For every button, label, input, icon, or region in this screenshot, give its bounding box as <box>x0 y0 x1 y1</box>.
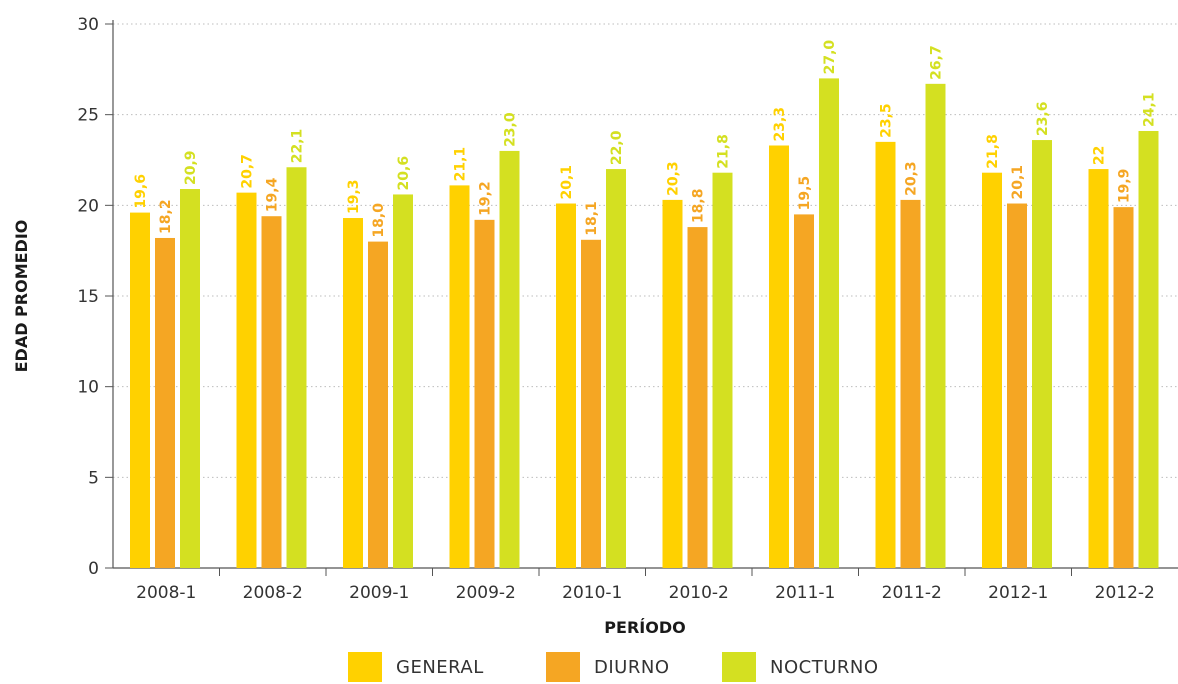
x-axis-title: PERÍODO <box>604 618 685 637</box>
data-label-general: 23,3 <box>772 107 788 142</box>
bar-general-2008-2 <box>236 192 257 568</box>
data-label-diurno: 19,2 <box>478 181 494 216</box>
bar-general-2010-2 <box>662 199 683 569</box>
data-label-diurno: 18,2 <box>158 199 174 234</box>
x-tick-label: 2012-1 <box>988 583 1048 603</box>
data-label-general: 21,1 <box>453 147 469 182</box>
data-label-diurno: 18,8 <box>691 189 707 224</box>
x-tick-label: 2010-2 <box>669 583 729 603</box>
bar-chart: 0 5 10 15 20 25 30 2008-1 2008-2 2009-1 2009-2 2010… <box>12 15 1178 637</box>
bar-diurno-2008-2 <box>261 216 282 569</box>
data-label-general: 20,3 <box>666 161 682 196</box>
data-label-general: 20,1 <box>559 165 575 200</box>
x-tick-label: 2009-1 <box>349 583 409 603</box>
bar-general-2009-2 <box>449 185 470 569</box>
data-label-general: 23,5 <box>879 103 895 138</box>
bar-general-2011-1 <box>769 145 789 568</box>
data-label-nocturno: 22,1 <box>290 129 306 164</box>
data-label-general: 19,6 <box>133 174 149 209</box>
bar-diurno-2008-1 <box>155 237 175 568</box>
x-tick-label: 2011-1 <box>775 583 835 603</box>
bar-nocturno-2010-2 <box>712 172 733 568</box>
y-tick-label: 30 <box>77 15 99 35</box>
data-label-diurno: 20,1 <box>1010 165 1026 200</box>
y-tick-label: 15 <box>77 287 99 307</box>
bar-general-2011-2 <box>875 141 896 568</box>
x-tick-label: 2009-2 <box>456 583 516 603</box>
y-axis-title: EDAD PROMEDIO <box>12 220 31 373</box>
bar-diurno-2009-1 <box>368 241 388 568</box>
bar-nocturno-2011-2 <box>925 83 946 568</box>
data-label-general: 19,3 <box>346 179 362 214</box>
data-label-general: 20,7 <box>240 154 256 189</box>
y-tick-label: 20 <box>77 196 99 216</box>
legend-item-general: GENERAL <box>348 650 484 684</box>
bar-general-2012-2 <box>1088 169 1109 569</box>
data-label-general: 22 <box>1092 146 1108 165</box>
bar-general-2009-1 <box>343 218 363 568</box>
bar-nocturno-2008-1 <box>180 189 200 568</box>
bar-nocturno-2010-1 <box>606 169 626 569</box>
x-tick-label: 2010-1 <box>562 583 622 603</box>
bar-nocturno-2009-2 <box>499 150 520 568</box>
legend-label-general: GENERAL <box>396 656 484 678</box>
bar-diurno-2010-2 <box>687 227 708 569</box>
bar-general-2008-1 <box>130 212 150 568</box>
data-label-nocturno: 20,9 <box>183 150 199 185</box>
legend-label-diurno: DIURNO <box>594 656 670 678</box>
bar-nocturno-2009-1 <box>393 194 413 568</box>
legend-item-nocturno: NOCTURNO <box>722 650 879 684</box>
data-label-diurno: 19,4 <box>265 177 281 212</box>
legend-item-diurno: DIURNO <box>546 650 669 684</box>
data-labels: 19,6 20,7 19,3 21,1 20,1 20,3 23,3 23,5 21,8 22 18… <box>133 40 1158 238</box>
bar-diurno-2011-2 <box>900 199 921 569</box>
data-label-nocturno: 23,6 <box>1035 102 1051 137</box>
x-tick-label: 2008-1 <box>136 583 196 603</box>
legend-swatch-general <box>348 652 382 682</box>
bar-diurno-2012-2 <box>1113 207 1134 568</box>
data-label-nocturno: 20,6 <box>396 156 412 191</box>
data-label-diurno: 20,3 <box>904 161 920 196</box>
data-label-general: 21,8 <box>985 134 1001 169</box>
data-label-nocturno: 23,0 <box>503 112 519 147</box>
y-tick-label: 10 <box>77 378 99 398</box>
x-tick-label: 2011-2 <box>882 583 942 603</box>
data-label-diurno: 19,5 <box>797 176 813 211</box>
y-tick-label: 0 <box>88 559 99 579</box>
bar-diurno-2011-1 <box>794 214 814 568</box>
data-label-nocturno: 27,0 <box>822 40 838 75</box>
data-label-nocturno: 21,8 <box>716 134 732 169</box>
data-label-diurno: 18,1 <box>584 201 600 236</box>
bar-diurno-2010-1 <box>581 239 601 568</box>
bars <box>130 78 1159 569</box>
x-tick-label: 2008-2 <box>243 583 303 603</box>
data-label-nocturno: 22,0 <box>609 130 625 165</box>
bar-general-2010-1 <box>556 203 576 568</box>
legend: GENERAL DIURNO NOCTURNO <box>0 650 1178 684</box>
bar-general-2012-1 <box>982 172 1002 568</box>
bar-diurno-2012-1 <box>1007 203 1027 568</box>
data-label-diurno: 19,9 <box>1117 169 1133 204</box>
bar-nocturno-2012-2 <box>1138 130 1159 568</box>
data-label-nocturno: 26,7 <box>929 45 945 80</box>
legend-swatch-nocturno <box>722 652 756 682</box>
y-tick-label: 25 <box>77 106 99 126</box>
bar-nocturno-2012-1 <box>1032 140 1052 568</box>
bar-nocturno-2008-2 <box>286 167 307 568</box>
data-label-nocturno: 24,1 <box>1142 92 1158 127</box>
y-tick-label: 5 <box>88 468 99 488</box>
bar-nocturno-2011-1 <box>819 78 839 569</box>
data-label-diurno: 18,0 <box>371 203 387 238</box>
bar-diurno-2009-2 <box>474 219 495 568</box>
legend-label-nocturno: NOCTURNO <box>770 656 879 678</box>
legend-swatch-diurno <box>546 652 580 682</box>
x-tick-label: 2012-2 <box>1095 583 1155 603</box>
